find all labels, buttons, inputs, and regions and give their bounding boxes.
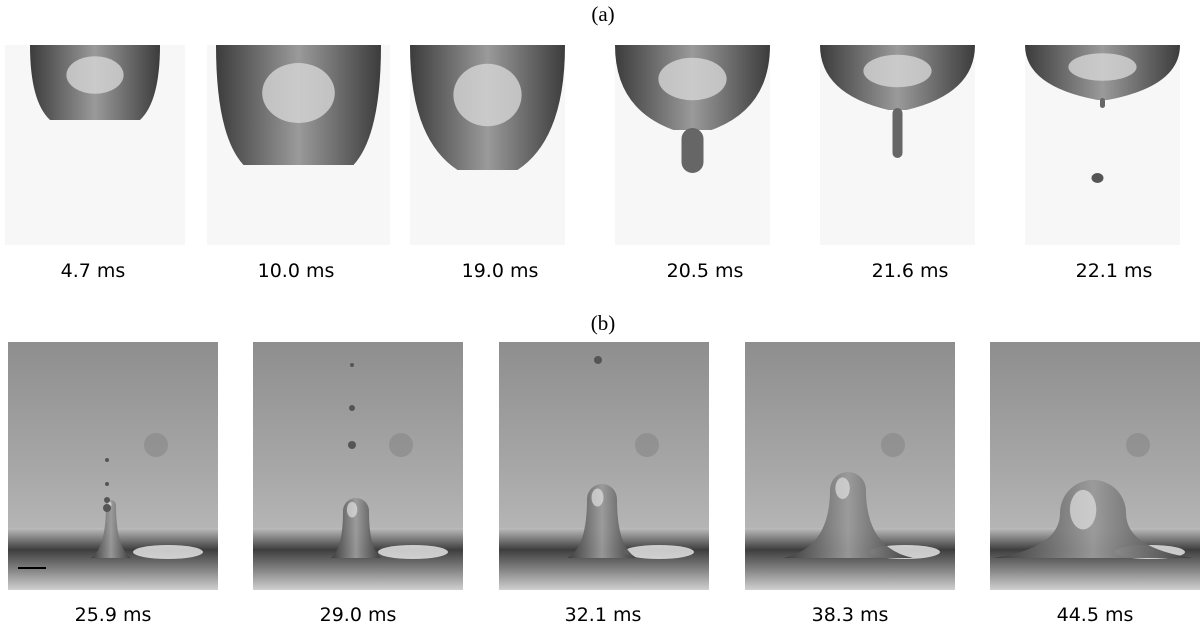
photo-frame: 25.9 ms bbox=[8, 342, 218, 626]
satellite-drop bbox=[103, 504, 111, 512]
photo-frame: 22.1 ms bbox=[1025, 45, 1180, 282]
reflection bbox=[133, 545, 203, 559]
photo-frame: 4.7 ms bbox=[5, 45, 185, 282]
satellite-drop bbox=[594, 356, 602, 364]
highlight bbox=[262, 63, 335, 123]
time-label: 4.7 ms bbox=[61, 260, 126, 282]
panel-label: (b) bbox=[591, 311, 616, 335]
time-label: 29.0 ms bbox=[320, 604, 397, 626]
highlight bbox=[453, 64, 521, 127]
highlight bbox=[835, 477, 849, 499]
background-spot bbox=[881, 433, 905, 457]
photo-frame: 29.0 ms bbox=[253, 342, 463, 626]
highlight bbox=[863, 55, 931, 88]
figure: (a) (b) 4.7 ms 10.0 ms 19.0 ms 20.5 ms 21.6 … bbox=[0, 0, 1204, 635]
satellite-drop bbox=[104, 497, 110, 503]
highlight bbox=[1070, 490, 1096, 530]
time-label: 20.5 ms bbox=[667, 260, 744, 282]
highlight bbox=[66, 56, 123, 94]
background-spot bbox=[144, 433, 168, 457]
neck bbox=[682, 128, 704, 173]
satellite-drop bbox=[105, 482, 109, 486]
photo-frame: 44.5 ms bbox=[990, 342, 1200, 626]
time-label: 44.5 ms bbox=[1057, 604, 1134, 626]
background-spot bbox=[635, 433, 659, 457]
highlight bbox=[658, 58, 726, 101]
satellite-drop bbox=[349, 405, 355, 411]
highlight bbox=[1068, 53, 1136, 81]
highlight bbox=[347, 502, 357, 518]
photo-frame: 10.0 ms bbox=[207, 45, 390, 282]
photo-frame: 21.6 ms bbox=[820, 45, 975, 282]
satellite-drop bbox=[1092, 173, 1104, 183]
satellite-drop bbox=[348, 441, 356, 449]
panel-label: (a) bbox=[591, 2, 614, 26]
time-label: 25.9 ms bbox=[75, 604, 152, 626]
satellite-drop bbox=[350, 363, 354, 367]
row-b: 25.9 ms 29.0 ms 32.1 ms 38.3 ms 44.5 ms bbox=[8, 342, 1200, 626]
highlight bbox=[592, 489, 604, 507]
photo-frame: 19.0 ms bbox=[410, 45, 565, 282]
time-label: 21.6 ms bbox=[872, 260, 949, 282]
neck bbox=[893, 108, 903, 158]
time-label: 19.0 ms bbox=[462, 260, 539, 282]
photo-frame: 38.3 ms bbox=[745, 342, 955, 626]
time-label: 22.1 ms bbox=[1076, 260, 1153, 282]
row-a: 4.7 ms 10.0 ms 19.0 ms 20.5 ms 21.6 ms 22.1 m… bbox=[5, 45, 1180, 282]
photo-frame: 32.1 ms bbox=[499, 342, 709, 626]
neck bbox=[1100, 98, 1105, 108]
satellite-drop bbox=[105, 458, 109, 462]
photo-frame: 20.5 ms bbox=[615, 45, 770, 282]
time-label: 10.0 ms bbox=[258, 260, 335, 282]
time-label: 38.3 ms bbox=[812, 604, 889, 626]
time-label: 32.1 ms bbox=[565, 604, 642, 626]
background-spot bbox=[1126, 433, 1150, 457]
reflection bbox=[378, 545, 448, 559]
background-spot bbox=[389, 433, 413, 457]
